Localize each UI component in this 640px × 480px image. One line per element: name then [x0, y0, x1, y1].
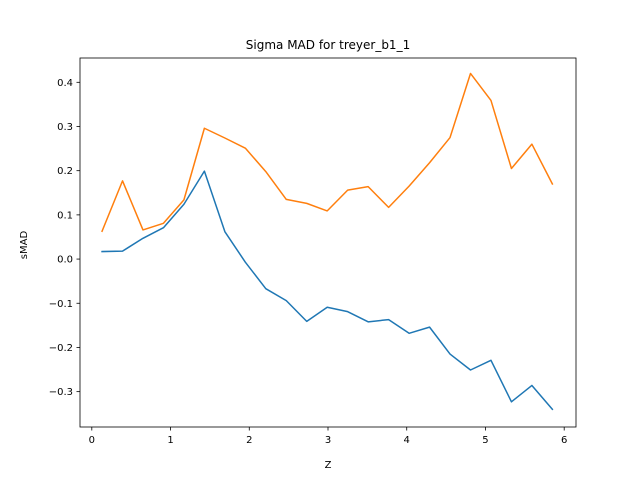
y-tick-label: −0.3: [49, 387, 73, 398]
series-lines: [101, 72, 554, 411]
x-tick-label: 5: [482, 435, 488, 446]
y-tick-label: 0.4: [57, 78, 73, 89]
x-tick-label: 2: [246, 435, 252, 446]
x-tick-label: 3: [325, 435, 331, 446]
x-tick-label: 0: [89, 435, 95, 446]
x-axis-ticks: 0 1 2 3 4 5 6: [89, 427, 567, 446]
y-tick-label: −0.1: [49, 299, 73, 310]
x-tick-label: 1: [167, 435, 173, 446]
y-tick-label: −0.2: [49, 343, 73, 354]
series-line-1: [101, 170, 554, 411]
y-axis-ticks: −0.3 −0.2 −0.1 0.0 0.1 0.2 0.3 0.4: [49, 78, 80, 398]
y-axis-label: sMAD: [19, 231, 30, 260]
chart-title: Sigma MAD for treyer_b1_1: [246, 38, 410, 52]
y-tick-label: 0.3: [57, 122, 73, 133]
x-axis-label: Z: [325, 460, 332, 471]
x-tick-label: 4: [404, 435, 410, 446]
y-tick-label: 0.0: [57, 255, 73, 266]
series-line-2: [101, 72, 554, 233]
y-tick-label: 0.2: [57, 166, 73, 177]
x-tick-label: 6: [561, 435, 567, 446]
y-tick-label: 0.1: [57, 210, 73, 221]
